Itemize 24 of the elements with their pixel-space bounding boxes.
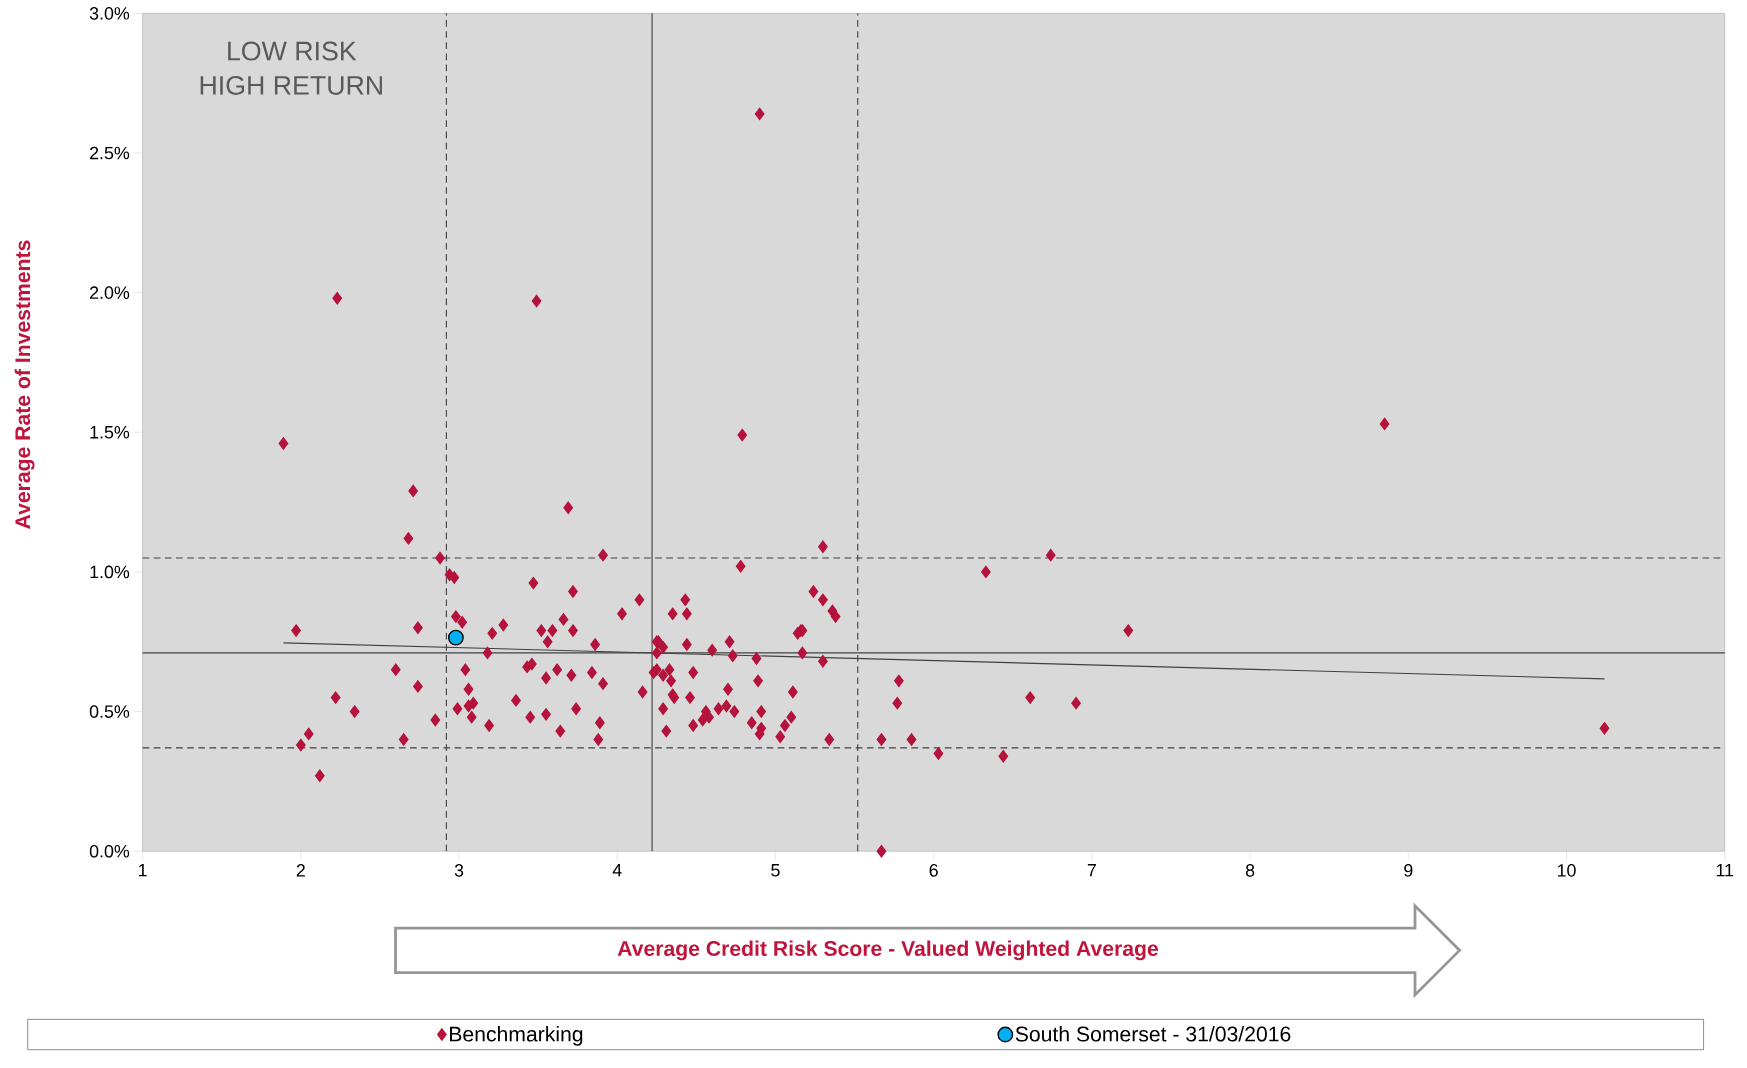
x-axis-title: Average Credit Risk Score - Valued Weighted Average	[617, 940, 1159, 961]
x-tick-label: 11	[1716, 863, 1734, 877]
x-tick-label: 9	[1404, 863, 1413, 877]
annotation: LOW RISK	[228, 41, 357, 61]
y-tick-label: 2.0%	[90, 286, 130, 299]
y-tick-label: 3.0%	[89, 6, 130, 20]
x-tick-label: 6	[929, 863, 938, 877]
y-tick-label: 0.5%	[89, 705, 130, 718]
x-tick-label: 2	[296, 863, 305, 877]
y-tick-label: 1.0%	[90, 565, 130, 579]
legend-label: Benchmarking	[450, 1025, 583, 1046]
y-axis-title: Average Rate of Investments	[14, 240, 35, 529]
y-tick-label: 0.0%	[89, 844, 130, 858]
x-tick-label: 10	[1557, 863, 1576, 877]
x-tick-label: 1	[139, 863, 147, 877]
x-tick-label: 3	[454, 863, 464, 877]
x-tick-label: 4	[612, 863, 622, 877]
y-tick-label: 2.5%	[90, 146, 130, 160]
x-tick-label: 8	[1245, 863, 1255, 877]
legend-label: South Somerset - 31/03/2016	[1015, 1025, 1291, 1042]
y-tick-label: 1.5%	[90, 425, 130, 439]
annotation: HIGH RETURN	[200, 75, 382, 95]
x-tick-label: 7	[1087, 863, 1096, 877]
x-tick-label: 5	[771, 863, 780, 877]
